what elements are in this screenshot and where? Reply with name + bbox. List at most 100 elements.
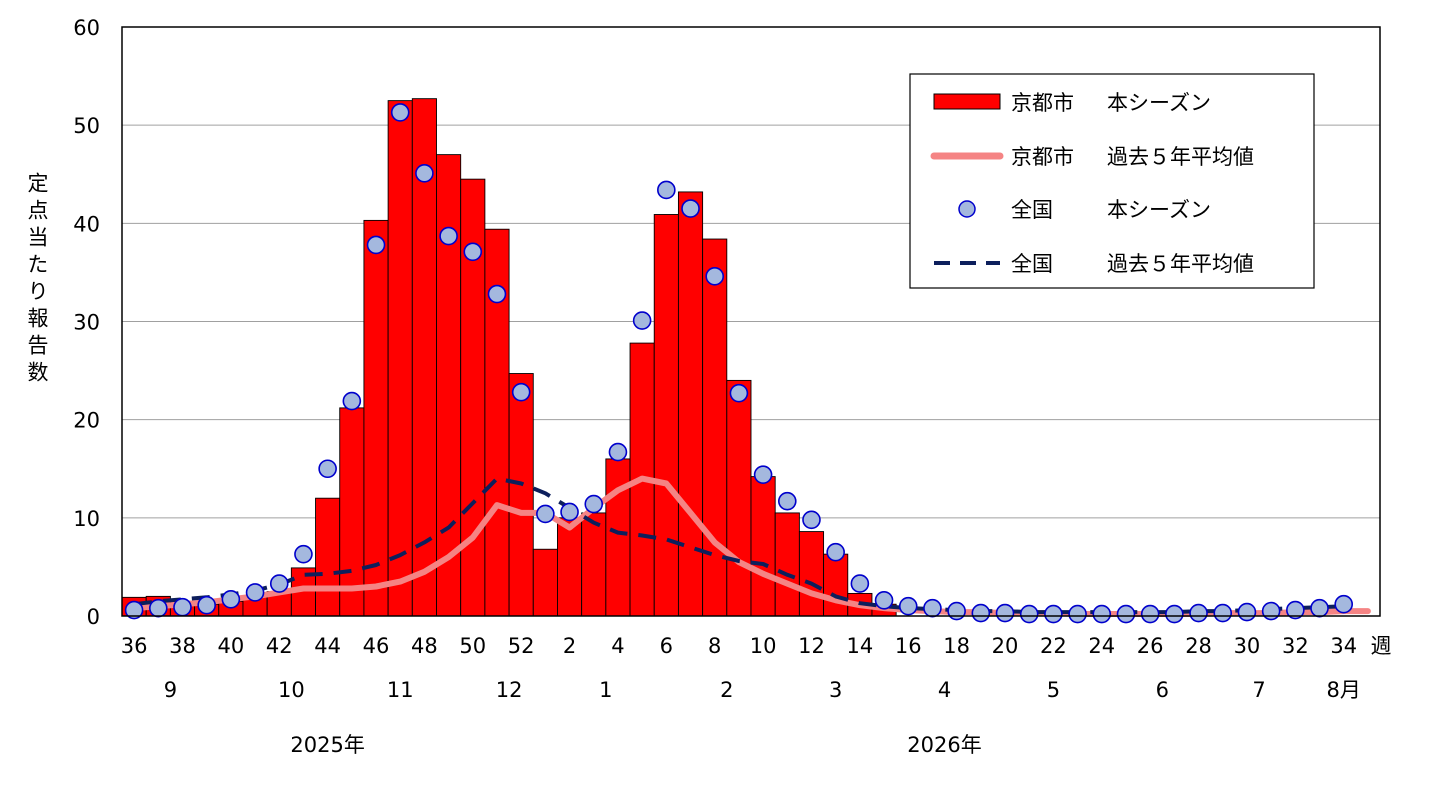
legend-label-national-current-suffix: 本シーズン: [1107, 198, 1211, 222]
bar-week-46: [363, 219, 389, 617]
week-tick-48: 48: [411, 634, 438, 658]
year-label-1: 2026年: [907, 733, 981, 757]
legend-box: [909, 73, 1315, 289]
dot-week-33: [1310, 598, 1329, 618]
bar-week-45: [339, 407, 365, 617]
x-axis-week-ticks: 36 38 40 42 44 46 48 50 52 2 4 6 8 10 12 14 16 18 20 22 24 26…: [121, 634, 1357, 658]
dot-week-18: [947, 601, 966, 621]
bar-week-13: [823, 553, 849, 617]
dot-week-20: [995, 603, 1015, 623]
legend-label-national-average-suffix: 過去５年平均値: [1107, 252, 1254, 276]
dot-week-40: [221, 590, 241, 609]
week-tick-12: 12: [798, 634, 825, 658]
week-tick-28: 28: [1185, 634, 1212, 658]
legend-label-kyoto-average-suffix: 過去５年平均値: [1107, 145, 1254, 169]
dot-week-9: [729, 383, 749, 403]
week-tick-32: 32: [1282, 634, 1309, 658]
legend-label-national-current-prefix: 全国: [1011, 198, 1053, 222]
y-tick-label-30: 30: [73, 311, 100, 335]
bar-week-3: [581, 512, 607, 617]
bar-week-52: [508, 373, 534, 617]
month-label-0: 9: [164, 678, 177, 702]
dot-week-15: [874, 590, 894, 610]
week-tick-8: 8: [708, 634, 721, 658]
week-tick-36: 36: [121, 634, 148, 658]
dot-week-48: [415, 163, 434, 183]
dot-week-1: [536, 504, 555, 524]
average-lines: [131, 475, 1371, 617]
month-label-2: 11: [387, 678, 414, 702]
y-tick-label-0: 0: [87, 605, 100, 629]
month-label-1: 10: [278, 678, 305, 702]
week-tick-24: 24: [1088, 634, 1115, 658]
dot-week-25: [1116, 604, 1136, 624]
dot-week-32: [1286, 600, 1305, 620]
y-axis-ticks: 0 10 20 30 40 50 60: [73, 16, 100, 629]
week-tick-26: 26: [1137, 634, 1164, 658]
month-label-7: 4: [938, 678, 951, 702]
dot-week-52: [511, 382, 531, 402]
legend: 京都市 本シーズン 京都市 過去５年平均値 全国 本シーズン 全国 過去５年平均…: [909, 73, 1315, 289]
plot-frame: [121, 26, 1381, 617]
national-average-line: [133, 476, 1344, 615]
dot-week-50: [463, 242, 483, 262]
week-tick-20: 20: [992, 634, 1019, 658]
month-label-8: 5: [1047, 678, 1060, 702]
dot-week-11: [777, 491, 797, 511]
bar-week-2: [557, 517, 583, 617]
dot-week-2: [560, 502, 579, 522]
dot-week-4: [608, 442, 628, 462]
legend-swatch-kyoto-current: [933, 93, 1001, 110]
month-label-11: 8月: [1327, 678, 1361, 702]
week-tick-2: 2: [563, 634, 576, 658]
week-unit-label: 週: [1371, 634, 1392, 658]
dot-week-17: [923, 598, 942, 618]
week-tick-40: 40: [217, 634, 244, 658]
dot-week-16: [898, 596, 918, 616]
dot-week-19: [971, 603, 991, 623]
legend-swatch-national-current: [958, 200, 976, 218]
dot-week-34: [1334, 594, 1354, 614]
y-tick-label-10: 10: [73, 507, 100, 531]
dot-week-30: [1237, 602, 1257, 622]
month-label-3: 12: [496, 678, 523, 702]
bar-week-10: [750, 476, 776, 617]
bar-week-9: [726, 379, 752, 617]
bar-week-47: [387, 100, 413, 617]
bar-week-1: [532, 548, 558, 617]
dot-week-7: [681, 199, 700, 218]
dot-week-38: [173, 597, 192, 617]
legend-label-kyoto-current-prefix: 京都市: [1011, 91, 1074, 115]
week-tick-34: 34: [1330, 634, 1357, 658]
y-tick-label-60: 60: [73, 16, 100, 40]
dot-week-6: [657, 180, 676, 200]
dot-week-36: [124, 600, 144, 620]
week-tick-46: 46: [363, 634, 390, 658]
dot-week-44: [318, 459, 337, 479]
year-label-0: 2025年: [290, 733, 364, 757]
month-label-6: 3: [829, 678, 842, 702]
week-tick-52: 52: [508, 634, 535, 658]
week-tick-42: 42: [266, 634, 293, 658]
dot-week-29: [1213, 603, 1233, 623]
dot-week-21: [1019, 604, 1039, 624]
y-tick-label-20: 20: [73, 409, 100, 433]
week-tick-44: 44: [314, 634, 341, 658]
legend-label-kyoto-average-prefix: 京都市: [1011, 145, 1074, 169]
x-axis-year-labels: 2025年 2026年: [290, 733, 981, 757]
dot-week-28: [1189, 603, 1208, 623]
legend-label-kyoto-current-suffix: 本シーズン: [1107, 91, 1211, 115]
dot-week-10: [753, 465, 773, 484]
dot-week-46: [366, 235, 386, 255]
dot-week-27: [1165, 604, 1184, 624]
dot-week-24: [1092, 604, 1112, 624]
bar-week-8: [702, 238, 728, 617]
dot-week-13: [826, 542, 845, 562]
dot-week-51: [487, 284, 507, 304]
week-tick-10: 10: [750, 634, 777, 658]
week-tick-16: 16: [895, 634, 922, 658]
month-label-9: 6: [1156, 678, 1169, 702]
dot-week-14: [850, 574, 870, 593]
week-tick-14: 14: [846, 634, 873, 658]
